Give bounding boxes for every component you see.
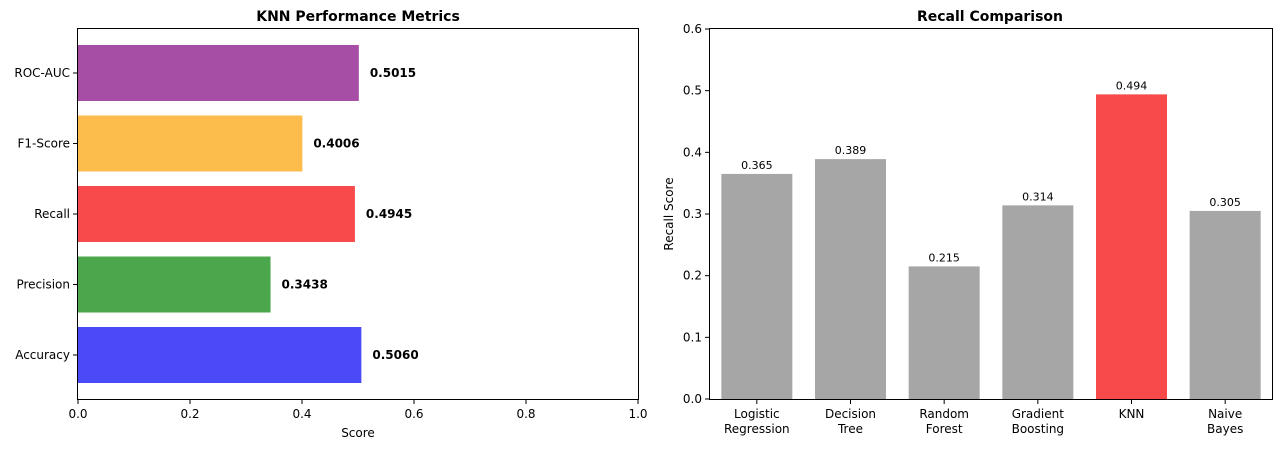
bar-logistic-regression	[721, 173, 793, 399]
left-bars	[78, 45, 362, 383]
left-x-ticks: 0.0 0.2 0.4 0.6 0.8 1.0	[68, 399, 648, 421]
value-label: 0.5060	[372, 348, 418, 362]
left-x-axis-label: Score	[341, 426, 375, 440]
x-tick-label: 0.0	[68, 407, 87, 421]
x-tick-label: Decision Tree	[825, 407, 876, 436]
x-tick-label: 0.4	[292, 407, 311, 421]
bar-decision-tree	[815, 159, 886, 399]
value-label: 0.494	[1116, 79, 1148, 92]
y-tick-label: 0.4	[683, 145, 702, 159]
bar-gradient-boosting	[1002, 205, 1074, 399]
bar-naive-bayes	[1189, 210, 1261, 399]
x-tick-label: 1.0	[628, 407, 647, 421]
y-tick-label: Accuracy	[15, 348, 70, 362]
y-tick-label: 0.5	[683, 84, 702, 98]
value-label: 0.314	[1022, 190, 1054, 203]
x-tick-label: 0.2	[180, 407, 199, 421]
right-y-axis-label: Recall Score	[662, 177, 676, 250]
left-value-labels: 0.5060 0.3438 0.4945 0.4006 0.5015	[282, 66, 419, 362]
right-value-labels: 0.365 0.389 0.215 0.314 0.494 0.305	[741, 79, 1241, 264]
right-bars	[721, 94, 1261, 399]
x-tick-label: 0.6	[404, 407, 423, 421]
y-tick-label: 0.0	[683, 392, 702, 406]
bar-knn	[1096, 94, 1167, 399]
recall-comparison-chart: Recall Comparison 0.00.10.20.30.40.50.6 …	[662, 9, 1273, 436]
bar-random-forest	[908, 266, 980, 399]
value-label: 0.305	[1209, 196, 1241, 209]
right-x-tick-labels: Logistic Regression Decision Tree Random Fore…	[724, 399, 1243, 436]
y-tick-label: Recall	[34, 207, 70, 221]
x-tick-label: Random Forest	[919, 407, 969, 436]
value-label: 0.389	[835, 144, 867, 157]
left-plot-frame	[77, 28, 639, 400]
x-tick-label: Logistic Regression	[724, 407, 790, 436]
bar-accuracy	[78, 327, 362, 383]
bar-f1-score	[78, 115, 303, 172]
value-label: 0.5015	[370, 66, 416, 80]
y-tick-label: ROC-AUC	[14, 66, 70, 80]
y-tick-label: 0.2	[683, 269, 702, 283]
y-tick-label: 0.6	[683, 22, 702, 36]
right-chart-title: Recall Comparison	[917, 9, 1063, 25]
x-tick-label: 0.8	[516, 407, 535, 421]
value-label: 0.4945	[366, 207, 412, 221]
right-y-ticks: 0.0 0.1 0.2 0.3 0.4 0.5 0.6	[683, 22, 710, 406]
value-label: 0.4006	[313, 137, 359, 151]
knn-metrics-chart: KNN Performance Metrics Accuracy Precisio…	[14, 9, 647, 440]
bar-recall	[78, 186, 355, 242]
value-label: 0.365	[741, 159, 773, 172]
bar-precision	[78, 256, 271, 313]
x-tick-label: KNN	[1119, 407, 1145, 421]
left-y-tick-labels: Accuracy Precision Recall F1-Score ROC-AUC	[14, 66, 78, 362]
right-plot-frame	[709, 28, 1273, 400]
left-chart-title: KNN Performance Metrics	[256, 9, 460, 25]
y-tick-label: 0.1	[683, 330, 702, 344]
bar-roc-auc	[78, 45, 359, 101]
value-label: 0.3438	[282, 278, 328, 292]
y-tick-label: F1-Score	[18, 137, 70, 151]
x-tick-label: Gradient Boosting	[1012, 407, 1065, 436]
value-label: 0.215	[928, 251, 960, 264]
y-tick-label: 0.3	[683, 207, 702, 221]
y-tick-label: Precision	[16, 278, 70, 292]
x-tick-label: Naive Bayes	[1207, 407, 1243, 436]
